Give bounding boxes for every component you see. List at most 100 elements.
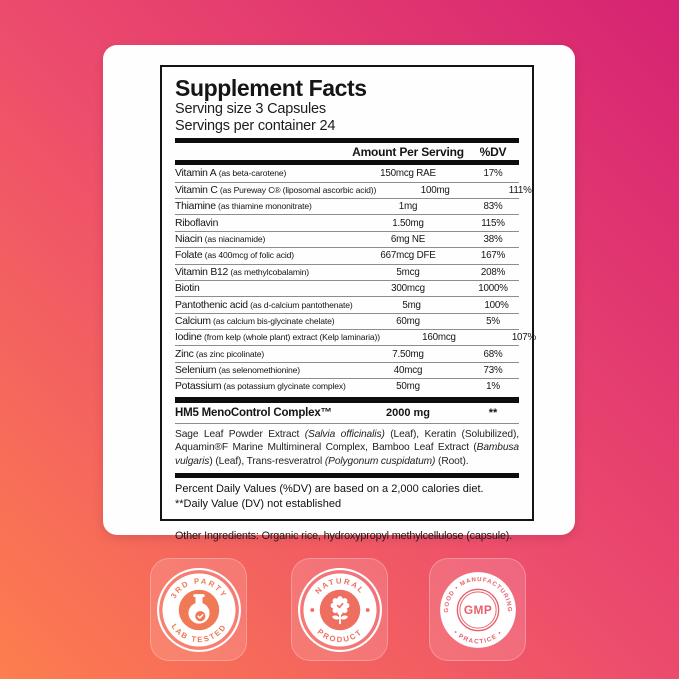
nutrient-name: Biotin <box>175 283 200 295</box>
nutrient-name: Riboflavin <box>175 217 219 229</box>
nutrient-dv: 115% <box>481 217 505 229</box>
footnote-not-established: **Daily Value (DV) not established <box>175 497 342 510</box>
divider-bar <box>175 160 519 166</box>
nutrient-row: Vitamin A (as beta-carotene) 150mcg RAE 17… <box>175 165 519 181</box>
nutrient-dv: 38% <box>483 233 503 245</box>
nutrient-dv: 5% <box>486 315 500 327</box>
nutrient-row: Iodine (from kelp (whole plant) extract … <box>175 329 536 345</box>
nutrient-detail: (as d-calcium pantothenate) <box>247 299 353 310</box>
nutrient-amount: 50mg <box>396 381 420 393</box>
supplement-facts-card: Supplement Facts Serving size 3 Capsules… <box>103 45 575 542</box>
nutrient-amount: 5mg <box>402 299 421 311</box>
nutrient-row: Riboflavin 1.50mg 115% <box>175 214 519 230</box>
footnotes: Percent Daily Values (%DV) are based on … <box>175 478 519 511</box>
nutrient-name: Iodine (from kelp (whole plant) extract … <box>175 332 380 344</box>
nutrient-amount: 150mcg RAE <box>380 167 436 179</box>
gmp-center-text: GMP <box>463 603 491 617</box>
nutrient-row: Biotin 300mcg 1000% <box>175 279 519 296</box>
nutrient-row: Calcium (as calcium bis-glycinate chelat… <box>175 312 519 329</box>
nutrient-detail: (as niacinamide) <box>202 233 266 244</box>
divider-bar <box>175 138 519 144</box>
nutrient-dv: 83% <box>483 201 503 213</box>
nutrient-row: Folate (as 400mcg of folic acid) 667mcg D… <box>175 247 519 263</box>
nutrient-detail: (as thiamine mononitrate) <box>215 201 312 212</box>
nutrient-dv: 107% <box>511 332 537 344</box>
nutrient-row: Vitamin B12 (as methylcobalamin) 5mcg 208% <box>175 263 519 280</box>
nutrient-dv: 73% <box>483 365 503 377</box>
other-ingredients: Other Ingredients: Organic rice, hydroxy… <box>175 529 513 542</box>
nutrient-dv: 68% <box>483 348 503 360</box>
nutrient-name: Calcium (as calcium bis-glycinate chelat… <box>175 315 335 327</box>
nutrient-dv: 100% <box>484 299 509 311</box>
nutrient-row: Pantothenic acid (as d-calcium pantothen… <box>175 296 519 312</box>
amount-column-header: Amount Per Serving <box>352 144 464 159</box>
nutrient-row: Vitamin C (as Pureway C® (liposomal asco… <box>175 181 532 198</box>
nutrient-amount: 160mcg <box>422 332 456 344</box>
nutrient-amount: 5mcg <box>396 266 420 278</box>
nutrient-amount: 300mcg <box>391 283 425 295</box>
nutrient-name: Vitamin B12 (as methylcobalamin) <box>175 266 310 278</box>
nutrient-name: Thiamine (as thiamine mononitrate) <box>175 201 312 213</box>
nutrient-detail: (from kelp (whole plant) extract (Kelp l… <box>201 332 380 343</box>
nutrient-name: Vitamin A (as beta-carotene) <box>175 167 287 179</box>
badge-gmp: GOOD • MANUFACTURING • PRACTICE • GMP <box>429 558 526 661</box>
badge-natural-product: NATURAL PRODUCT <box>291 558 388 661</box>
footnote-dv-basis: Percent Daily Values (%DV) are based on … <box>175 483 484 496</box>
flower-check-icon <box>330 595 349 624</box>
column-header-row: Amount Per Serving %DV <box>175 143 519 160</box>
nutrient-dv: 1000% <box>478 283 508 295</box>
nutrient-dv: 111% <box>508 184 532 196</box>
lab-tested-seal-icon: 3RD PARTY LAB TESTED <box>156 567 241 652</box>
natural-product-seal-icon: NATURAL PRODUCT <box>297 567 382 652</box>
nutrient-detail: (as calcium bis-glycinate chelate) <box>210 315 335 326</box>
badge-lab-tested: 3RD PARTY LAB TESTED <box>150 558 247 661</box>
flask-check-icon <box>187 593 210 624</box>
nutrient-dv: 208% <box>480 266 506 278</box>
nutrient-detail: (as beta-carotene) <box>216 167 287 178</box>
complex-dv: ** <box>488 406 498 419</box>
complex-amount: 2000 mg <box>385 406 431 419</box>
nutrient-row: Thiamine (as thiamine mononitrate) 1mg 83% <box>175 197 519 214</box>
complex-description: Sage Leaf Powder Extract (Salvia officin… <box>175 422 519 474</box>
nutrient-amount: 60mg <box>396 315 420 327</box>
nutrient-name: Potassium (as potassium glycinate comple… <box>175 381 346 393</box>
nutrient-name: Selenium (as selenomethionine) <box>175 365 301 377</box>
nutrient-detail: (as zinc picolinate) <box>193 348 265 359</box>
nutrient-amount: 1.50mg <box>392 217 424 229</box>
nutrient-dv: 167% <box>480 250 506 262</box>
panel-title: Supplement Facts <box>175 75 367 101</box>
divider-bar <box>175 396 519 403</box>
nutrient-detail: (as 400mcg of folic acid) <box>202 250 295 261</box>
nutrient-amount: 6mg NE <box>390 233 426 245</box>
nutrient-row: Potassium (as potassium glycinate comple… <box>175 378 519 394</box>
nutrient-amount: 1mg <box>398 201 418 213</box>
nutrient-amount: 100mg <box>420 184 450 196</box>
nutrient-dv: 1% <box>486 381 500 393</box>
nutrient-name: Vitamin C (as Pureway C® (liposomal asco… <box>175 184 377 196</box>
nutrient-amount: 40mcg <box>393 365 423 377</box>
serving-size: Serving size 3 Capsules <box>175 101 326 118</box>
nutrient-dv: 17% <box>483 167 503 179</box>
nutrient-name: Zinc (as zinc picolinate) <box>175 348 265 360</box>
nutrient-name: Niacin (as niacinamide) <box>175 233 266 245</box>
nutrient-detail: (as methylcobalamin) <box>228 266 310 277</box>
nutrient-detail: (as selenomethionine) <box>216 365 301 376</box>
supplement-facts-panel: Supplement Facts Serving size 3 Capsules… <box>160 65 536 521</box>
gmp-seal-icon: GOOD • MANUFACTURING • PRACTICE • GMP <box>439 571 516 648</box>
nutrient-detail: (as potassium glycinate complex) <box>221 381 346 392</box>
divider-bar <box>175 473 519 479</box>
nutrient-detail: (as Pureway C® (liposomal ascorbic acid)… <box>217 184 377 195</box>
nutrient-amount: 7.50mg <box>392 348 424 360</box>
nutrient-row: Niacin (as niacinamide) 6mg NE 38% <box>175 230 519 247</box>
nutrient-name: Folate (as 400mcg of folic acid) <box>175 250 295 262</box>
dv-column-header: %DV <box>479 144 507 159</box>
nutrient-name: Pantothenic acid (as d-calcium pantothen… <box>175 299 353 311</box>
nutrient-row: Selenium (as selenomethionine) 40mcg 73% <box>175 361 519 378</box>
complex-row: HM5 MenoControl Complex™ 2000 mg ** <box>175 403 519 423</box>
nutrient-rows: Vitamin A (as beta-carotene) 150mcg RAE 17… <box>175 165 536 394</box>
servings-per-container: Servings per container 24 <box>175 117 336 134</box>
nutrient-row: Zinc (as zinc picolinate) 7.50mg 68% <box>175 345 519 361</box>
complex-name: HM5 MenoControl Complex™ <box>175 406 332 419</box>
nutrient-amount: 667mcg DFE <box>380 250 436 262</box>
